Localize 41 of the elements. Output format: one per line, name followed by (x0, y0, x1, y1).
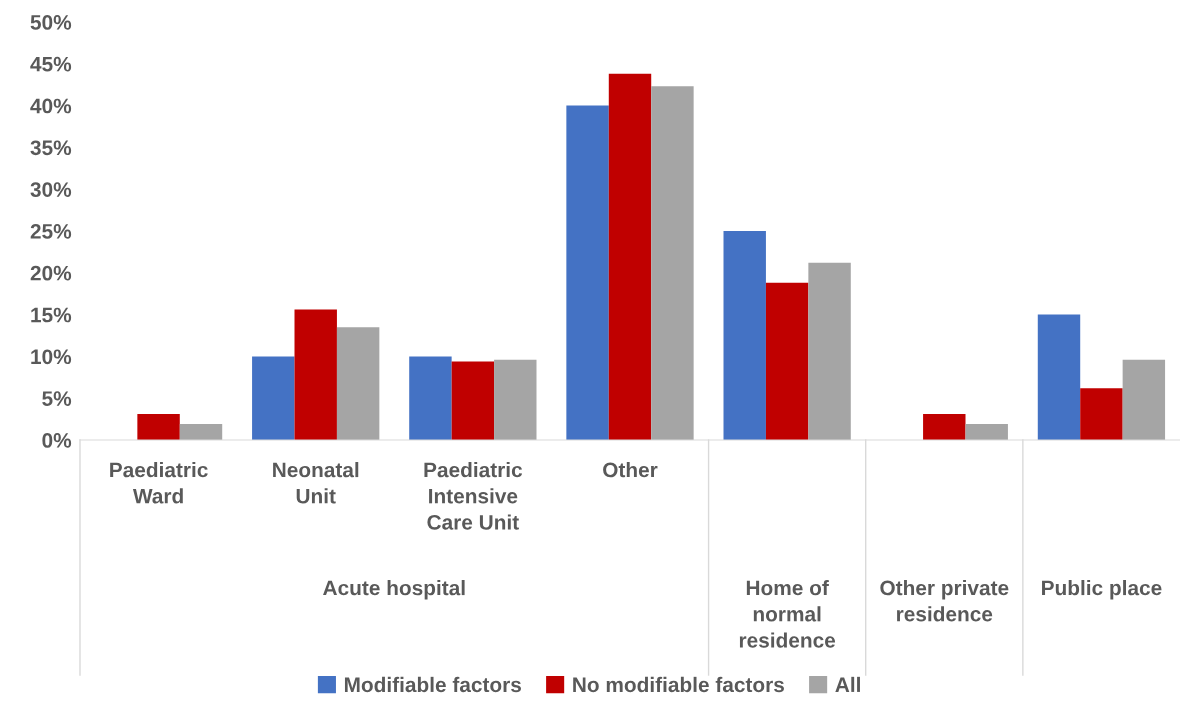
y-tick-label: 25% (30, 224, 72, 239)
x-tick-label: Other private residence (880, 580, 1009, 622)
bar (608, 73, 652, 440)
x-tick-label: Paediatric Ward (110, 462, 208, 504)
x-tick-label: Paediatric Intensive Care Unit (424, 462, 523, 530)
y-tick-label: 50% (30, 15, 72, 30)
text: Acute hospital (323, 580, 465, 600)
x-tick-label: Other (603, 462, 658, 478)
bar (409, 356, 452, 440)
bar (252, 356, 295, 440)
legend-label: No modifiable factors (573, 676, 784, 693)
x-tick-label: Neonatal Unit (273, 462, 359, 504)
y-tick-label: 30% (30, 182, 72, 197)
y-tick-label: 35% (30, 140, 72, 156)
bar (1037, 314, 1081, 440)
bar (494, 359, 537, 440)
bar (723, 231, 766, 440)
bar (137, 414, 180, 440)
y-tick-label: 40% (30, 98, 72, 114)
y-tick-label: 10% (31, 349, 72, 365)
bar (1080, 388, 1123, 440)
y-tick-label: 5% (42, 391, 72, 406)
y-tick-label: 15% (31, 307, 72, 323)
bar (1122, 359, 1166, 440)
x-tick-label: Home of normal residence (739, 580, 836, 648)
x-tick-label: Public place (1042, 580, 1162, 600)
bar (294, 309, 337, 440)
bar (336, 327, 380, 440)
legend-label: Modifiable factors (344, 676, 521, 693)
bar (179, 424, 223, 440)
bar (808, 262, 851, 440)
y-tick-label: 0% (42, 433, 72, 448)
legend-label: All (835, 676, 860, 692)
bar (566, 105, 609, 440)
y-tick-label: 20% (30, 265, 72, 281)
bar (923, 414, 966, 440)
bar (451, 361, 495, 440)
y-tick-label: 45% (30, 56, 72, 72)
bar (765, 282, 809, 440)
bar (651, 86, 694, 440)
bar (965, 424, 1008, 440)
